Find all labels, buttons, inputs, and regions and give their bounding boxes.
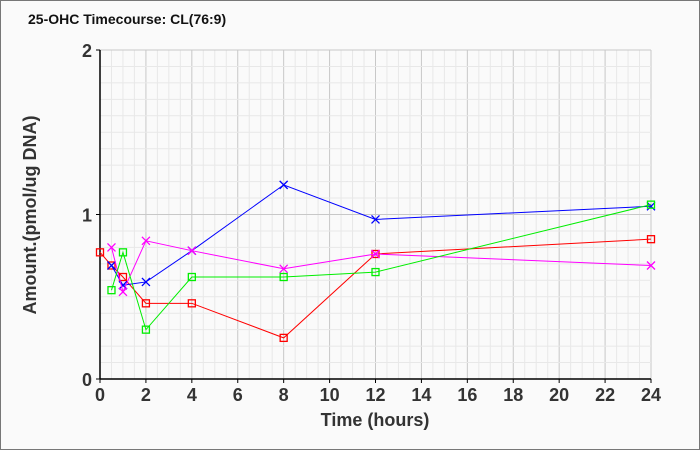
data-point (187, 299, 196, 308)
data-point (646, 201, 656, 211)
x-tick-label: 12 (365, 385, 385, 405)
data-point (118, 287, 128, 297)
data-point (141, 236, 151, 246)
series-group (95, 180, 656, 343)
x-tick-label: 8 (279, 385, 289, 405)
y-tick-label: 2 (82, 41, 92, 61)
data-point (187, 246, 197, 256)
x-tick-label: 10 (320, 385, 340, 405)
x-tick-label: 2 (141, 385, 151, 405)
data-point (646, 235, 656, 244)
y-axis-label: Amount.(pmol/ug DNA) (20, 116, 40, 315)
series-green (107, 200, 656, 334)
series-magenta (107, 236, 656, 297)
data-point (141, 299, 151, 308)
x-tick-label: 4 (187, 385, 197, 405)
data-point (107, 261, 116, 270)
x-tick-label: 24 (641, 385, 661, 405)
x-tick-label: 18 (503, 385, 523, 405)
data-point (371, 267, 380, 277)
data-point (646, 200, 656, 209)
data-point (107, 242, 116, 252)
data-point (107, 286, 116, 295)
x-tick-label: 0 (95, 385, 105, 405)
chart-title: 25-OHC Timecourse: CL(76:9) (28, 11, 226, 27)
y-tick-label: 1 (82, 206, 92, 226)
data-point (646, 261, 656, 270)
data-point (279, 333, 288, 343)
data-point (141, 325, 151, 334)
x-axis-label: Time (hours) (321, 410, 430, 430)
data-point (187, 272, 196, 282)
series-line-green (111, 204, 652, 331)
data-point (371, 214, 380, 224)
x-tick-label: 6 (233, 385, 243, 405)
data-point (371, 249, 380, 259)
data-point (118, 248, 128, 257)
x-tick-label: 16 (457, 385, 477, 405)
data-point (279, 264, 289, 274)
grid (99, 49, 652, 380)
data-point (279, 272, 288, 282)
data-point (95, 248, 105, 257)
x-tick-label: 22 (595, 385, 615, 405)
y-tick-label: 0 (82, 370, 92, 390)
x-tick-label: 14 (411, 385, 431, 405)
x-tick-label: 20 (549, 385, 569, 405)
data-point (107, 261, 116, 270)
data-point (141, 277, 151, 287)
data-point (279, 180, 289, 190)
